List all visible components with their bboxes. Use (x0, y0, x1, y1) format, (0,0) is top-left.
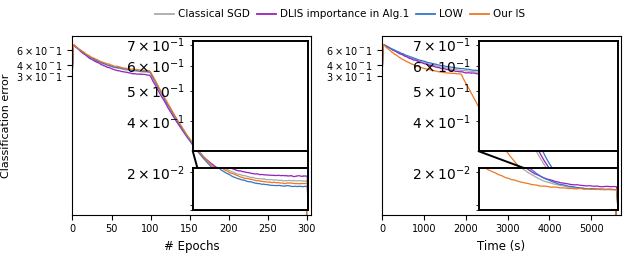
Y-axis label: Classification error: Classification error (1, 73, 11, 178)
Legend: Classical SGD, DLIS importance in Alg.1, LOW, Our IS: Classical SGD, DLIS importance in Alg.1,… (151, 5, 530, 24)
X-axis label: # Epochs: # Epochs (164, 240, 219, 253)
X-axis label: Time (s): Time (s) (478, 240, 525, 253)
